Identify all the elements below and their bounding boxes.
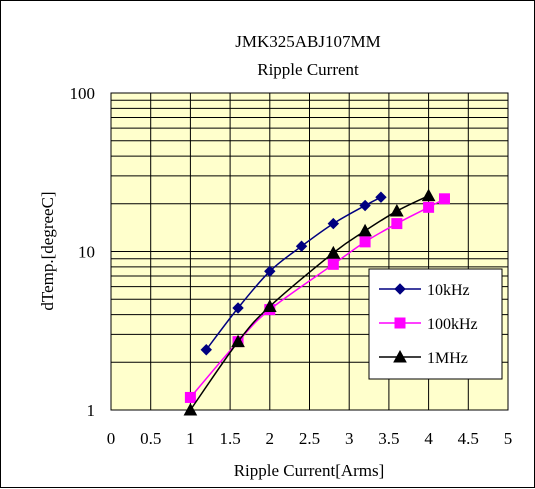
data-point xyxy=(184,391,196,403)
data-point xyxy=(183,402,198,416)
data-point xyxy=(375,191,387,203)
x-axis-label: Ripple Current[Arms] xyxy=(234,461,385,480)
legend-label: 1MHz xyxy=(427,350,468,367)
x-tick-label: 2 xyxy=(266,429,275,448)
data-point xyxy=(232,302,244,314)
x-tick-label: 4 xyxy=(424,429,433,448)
legend-label: 10kHz xyxy=(427,282,470,299)
data-point xyxy=(421,188,436,202)
series xyxy=(183,188,450,416)
data-point xyxy=(264,265,276,278)
tick-labels: 0 0.5 1 1.5 2 2.5 3 3.5 4 4.5 5 1 10 100 xyxy=(70,84,513,448)
x-tick-label: 1.5 xyxy=(219,429,240,448)
legend-marker xyxy=(394,283,406,295)
x-tick-label: 3.5 xyxy=(378,429,399,448)
data-point xyxy=(327,258,339,270)
series-0 xyxy=(200,191,387,356)
data-point xyxy=(359,236,371,248)
chart-title: JMK325ABJ107MM xyxy=(235,32,380,51)
grid xyxy=(110,92,509,411)
data-point xyxy=(423,201,435,213)
x-tick-label: 5 xyxy=(504,429,513,448)
legend-label: 100kHz xyxy=(427,316,478,333)
y-tick-label: 10 xyxy=(78,243,95,262)
data-point xyxy=(262,299,277,312)
legend-marker xyxy=(393,349,407,363)
data-point xyxy=(391,218,403,230)
y-tick-label: 1 xyxy=(87,401,96,420)
legend-marker xyxy=(394,317,406,329)
data-point xyxy=(200,344,212,356)
x-tick-label: 2.5 xyxy=(299,429,320,448)
data-point xyxy=(358,223,372,237)
x-tick-label: 4.5 xyxy=(458,429,479,448)
legend-box xyxy=(368,268,503,380)
y-axis-label: dTemp.[degreeC] xyxy=(38,191,57,310)
x-tick-label: 3 xyxy=(345,429,354,448)
x-tick-label: 1 xyxy=(186,429,195,448)
x-tick-label: 0 xyxy=(107,429,116,448)
x-tick-label: 0.5 xyxy=(140,429,161,448)
data-point xyxy=(295,240,308,252)
data-point xyxy=(438,193,450,205)
data-point xyxy=(326,245,341,259)
data-point xyxy=(389,203,404,217)
data-point xyxy=(231,334,245,348)
data-point xyxy=(327,217,340,230)
series-2 xyxy=(183,188,436,416)
data-point xyxy=(359,199,371,212)
chart-subtitle: Ripple Current xyxy=(257,60,359,79)
legend: 10kHz 100kHz 1MHz xyxy=(368,268,503,380)
y-tick-label: 100 xyxy=(70,84,96,103)
